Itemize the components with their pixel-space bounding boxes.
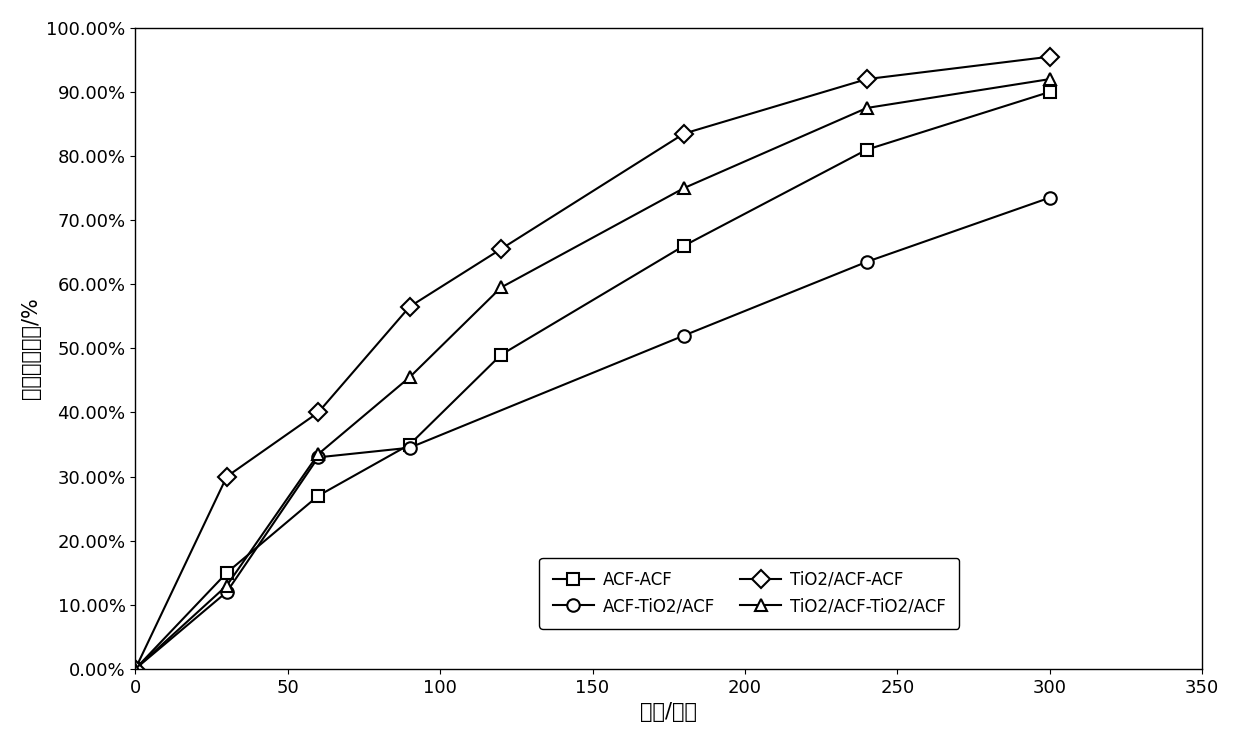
ACF-TiO2/ACF <box>677 331 692 340</box>
TiO2/ACF-ACF <box>1042 52 1056 61</box>
ACF-ACF <box>402 440 417 449</box>
Line: TiO2/ACF-ACF: TiO2/ACF-ACF <box>129 51 1056 675</box>
TiO2/ACF-ACF <box>219 472 234 481</box>
TiO2/ACF-TiO2/ACF <box>402 373 417 382</box>
Line: ACF-ACF: ACF-ACF <box>129 85 1056 675</box>
Legend: ACF-ACF, ACF-TiO2/ACF, TiO2/ACF-ACF, TiO2/ACF-TiO2/ACF: ACF-ACF, ACF-TiO2/ACF, TiO2/ACF-ACF, TiO… <box>539 557 959 629</box>
ACF-TiO2/ACF <box>311 453 326 462</box>
TiO2/ACF-ACF <box>677 129 692 138</box>
TiO2/ACF-ACF <box>128 664 143 673</box>
ACF-TiO2/ACF <box>402 444 417 452</box>
ACF-TiO2/ACF <box>219 588 234 597</box>
ACF-ACF <box>1042 88 1056 97</box>
TiO2/ACF-TiO2/ACF <box>859 103 874 112</box>
ACF-TiO2/ACF <box>859 257 874 266</box>
TiO2/ACF-TiO2/ACF <box>128 664 143 673</box>
ACF-ACF <box>859 145 874 154</box>
ACF-ACF <box>219 568 234 577</box>
ACF-ACF <box>311 491 326 500</box>
TiO2/ACF-ACF <box>311 408 326 417</box>
Line: ACF-TiO2/ACF: ACF-TiO2/ACF <box>129 192 1056 675</box>
X-axis label: 时间/分钟: 时间/分钟 <box>640 702 697 722</box>
TiO2/ACF-TiO2/ACF <box>219 581 234 590</box>
TiO2/ACF-TiO2/ACF <box>1042 74 1056 83</box>
ACF-ACF <box>128 664 143 673</box>
TiO2/ACF-ACF <box>402 302 417 311</box>
ACF-TiO2/ACF <box>128 664 143 673</box>
TiO2/ACF-TiO2/ACF <box>677 184 692 192</box>
ACF-ACF <box>494 350 508 359</box>
TiO2/ACF-ACF <box>494 244 508 253</box>
TiO2/ACF-TiO2/ACF <box>311 450 326 458</box>
ACF-ACF <box>677 241 692 250</box>
ACF-TiO2/ACF <box>1042 193 1056 202</box>
Line: TiO2/ACF-TiO2/ACF: TiO2/ACF-TiO2/ACF <box>129 73 1056 675</box>
TiO2/ACF-TiO2/ACF <box>494 283 508 292</box>
Y-axis label: 铜离子去除率/%: 铜离子去除率/% <box>21 297 41 399</box>
TiO2/ACF-ACF <box>859 74 874 83</box>
